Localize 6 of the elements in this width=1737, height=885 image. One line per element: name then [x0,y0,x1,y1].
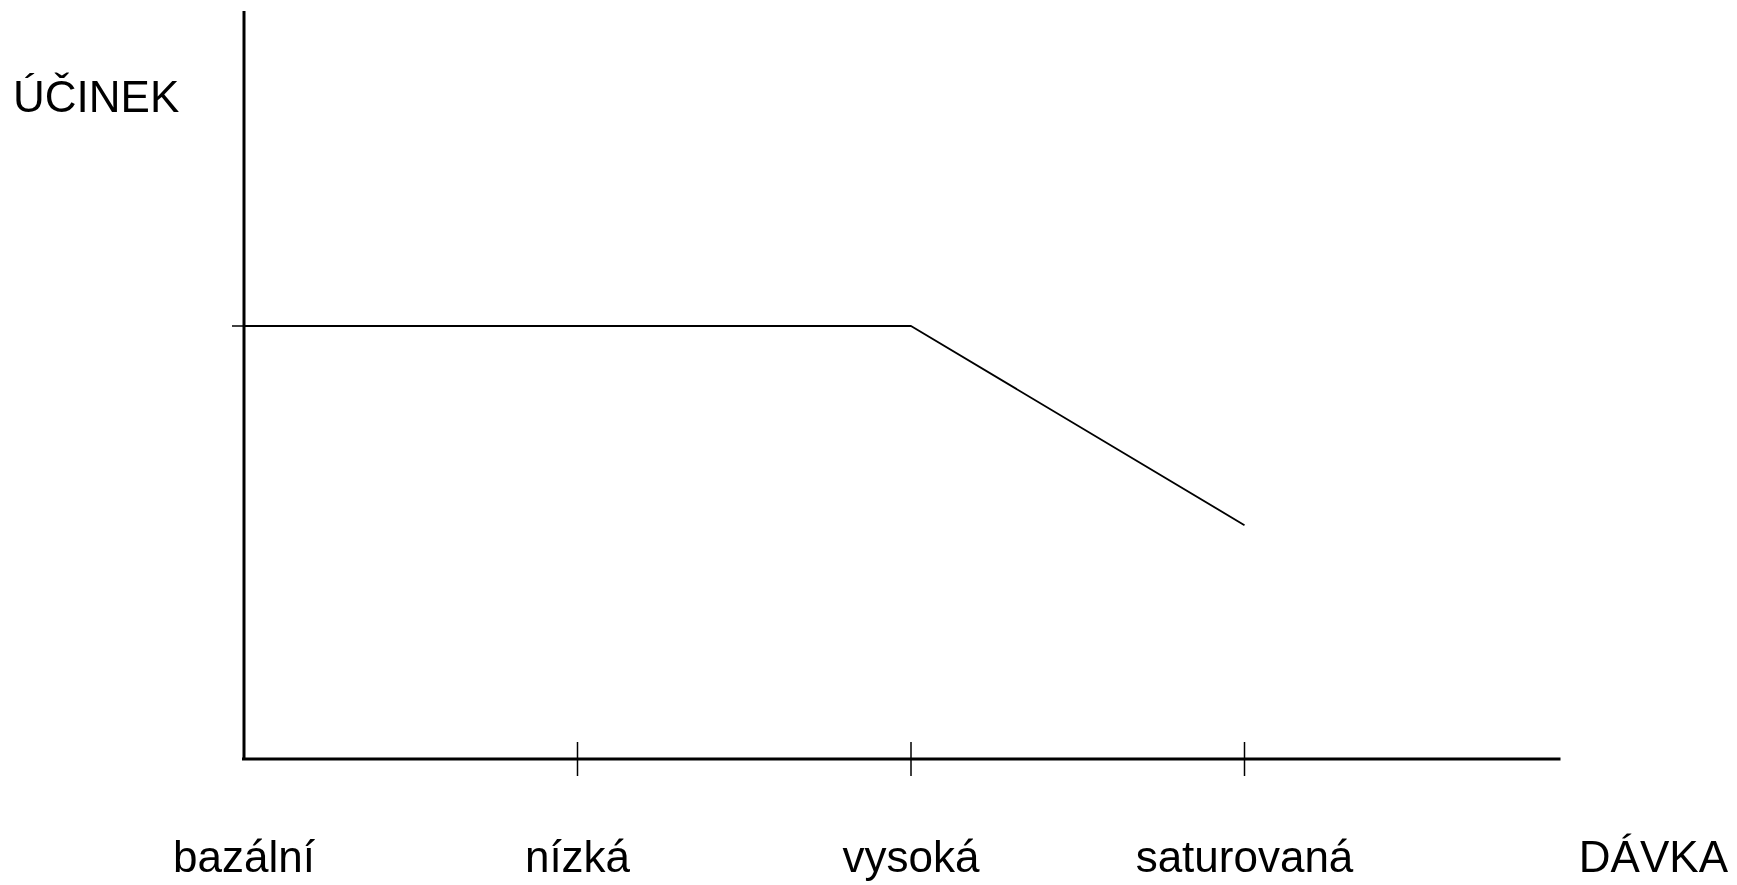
y-axis-title: ÚČINEK [13,72,180,121]
x-tick-label: saturovaná [1135,832,1354,881]
x-axis-title: DÁVKA [1578,832,1729,881]
x-tick-label: nízká [524,832,631,881]
x-tick-label: bazální [173,832,316,881]
x-tick-label: vysoká [842,832,980,881]
